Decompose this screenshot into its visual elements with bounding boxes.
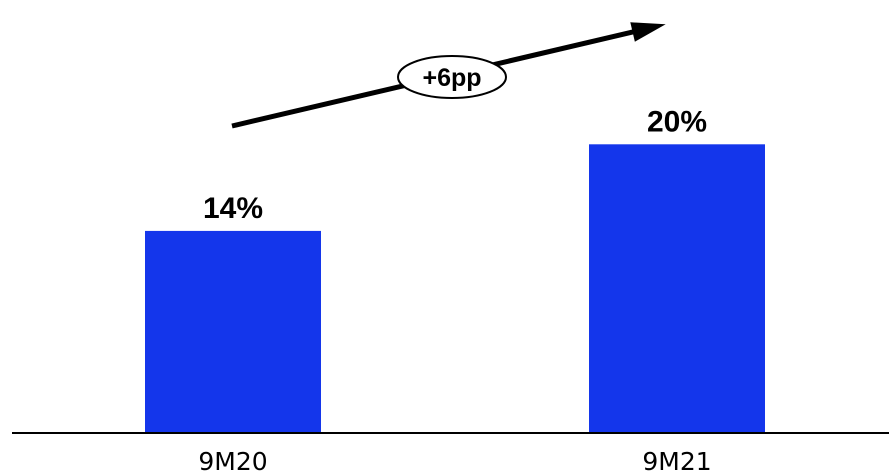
value-label-9m21: 20%: [647, 105, 707, 138]
growth-arrow-head: [630, 22, 666, 42]
value-label-9m20: 14%: [203, 192, 263, 225]
growth-annotation-label: +6pp: [422, 64, 481, 92]
bar-9m21: [589, 144, 765, 433]
x-tick-label-9m20: 9M20: [198, 447, 267, 473]
value-labels-group: 14% 20%: [203, 105, 707, 225]
growth-annotation: +6pp: [231, 22, 666, 129]
growth-annotation-bubble: [397, 55, 507, 99]
bars-group: [145, 144, 765, 433]
x-tick-labels-group: 9M20 9M21: [198, 447, 711, 473]
x-tick-label-9m21: 9M21: [642, 447, 711, 473]
bar-9m20: [145, 230, 321, 433]
